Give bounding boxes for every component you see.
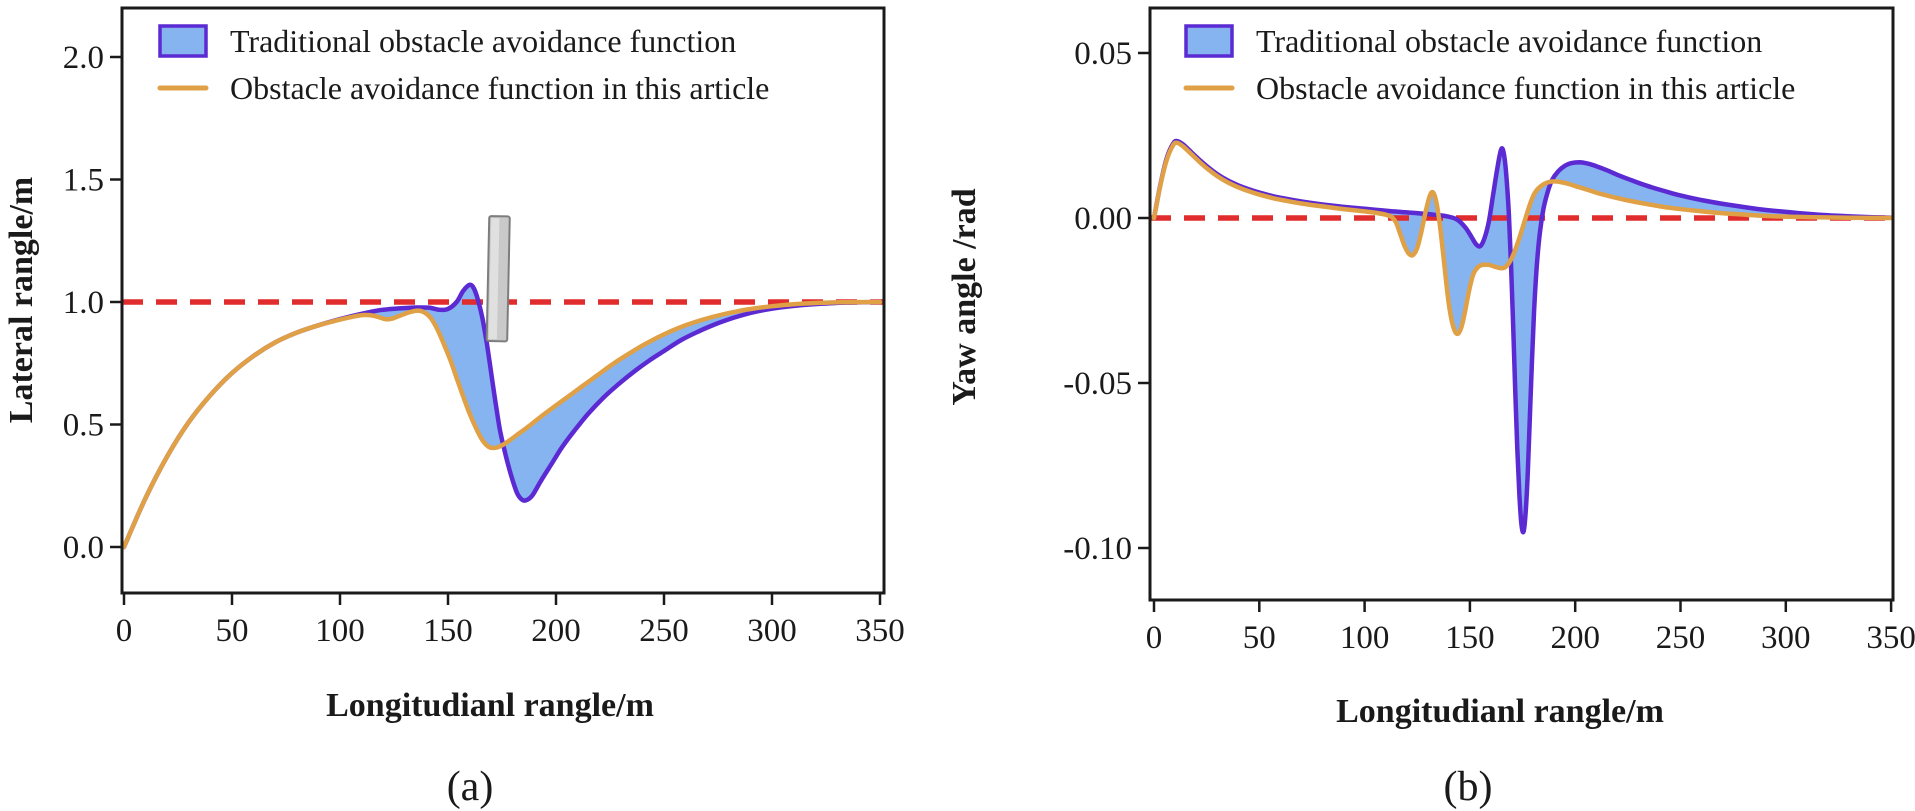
chart-a-x-tick-label: 100 <box>315 613 365 649</box>
chart-a-x-tick-label: 250 <box>639 613 689 649</box>
chart-a: 0 50 100 150 200 250 300 350 2.0 1.5 1.0 0.5 0.0 Long… <box>3 6 905 724</box>
chart-b-x-tick-label: 200 <box>1550 620 1600 656</box>
chart-b-x-axis-title: Longitudianl rangle/m <box>1336 693 1664 730</box>
chart-a-y-tick-label: 2.0 <box>63 40 104 76</box>
chart-a-legend-label-traditional: Traditional obstacle avoidance function <box>230 23 736 59</box>
chart-a-article-curve <box>121 299 883 550</box>
caption-b: (b) <box>1443 764 1493 810</box>
chart-b-legend-swatch-traditional <box>1184 24 1234 58</box>
chart-a-obstacle-marker <box>485 215 511 343</box>
chart-b-legend-label-article: Obstacle avoidance function in this arti… <box>1256 70 1795 106</box>
chart-b-y-tick-label: 0.05 <box>1074 36 1132 72</box>
chart-a-x-tick-label: 50 <box>216 613 249 649</box>
chart-a-y-tick-label: 0.0 <box>63 530 104 566</box>
chart-b-y-tick-label: -0.10 <box>1063 531 1132 567</box>
chart-a-x-tick-label: 300 <box>747 613 797 649</box>
chart-b-legend-label-traditional: Traditional obstacle avoidance function <box>1256 23 1762 59</box>
obstacle-highlight <box>488 218 500 340</box>
chart-b-y-tick-label: 0.00 <box>1074 201 1132 237</box>
chart-b-y-tick-label: -0.05 <box>1063 366 1132 402</box>
chart-a-y-axis-title: Lateral rangle/m <box>3 177 40 423</box>
chart-b-frame <box>1148 6 1895 602</box>
chart-b-x-tick-label: 100 <box>1340 620 1390 656</box>
caption-a: (a) <box>446 764 494 810</box>
chart-a-y-tick-label: 0.5 <box>63 408 104 444</box>
chart-b-x-tick-label: 350 <box>1866 620 1915 656</box>
chart-a-legend-label-article: Obstacle avoidance function in this arti… <box>230 70 769 106</box>
chart-b-article-curve <box>1151 140 1894 337</box>
chart-a-x-tick-label: 350 <box>855 613 905 649</box>
chart-a-x-tick-label: 150 <box>423 613 473 649</box>
chart-a-y-tick-label: 1.0 <box>63 285 104 321</box>
chart-b-x-tick-label: 250 <box>1656 620 1706 656</box>
chart-b-x-tick-label: 0 <box>1146 620 1163 656</box>
chart-b-difference-area <box>1154 141 1892 533</box>
chart-a-x-tick-label: 0 <box>116 613 133 649</box>
chart-b-x-tick-label: 300 <box>1761 620 1811 656</box>
chart-a-x-tick-label: 200 <box>531 613 581 649</box>
chart-b-x-tick-label: 150 <box>1445 620 1495 656</box>
chart-a-legend-swatch-traditional <box>158 24 208 58</box>
chart-b-x-tick-label: 50 <box>1243 620 1276 656</box>
chart-a-frame <box>120 6 886 595</box>
chart-a-x-axis-title: Longitudianl rangle/m <box>326 687 654 724</box>
chart-b: 0 50 100 150 200 250 300 350 0.05 0.00 -0.05 -0.10 L… <box>946 6 1915 730</box>
chart-a-y-tick-label: 1.5 <box>63 163 104 199</box>
chart-b-y-axis-title: Yaw angle /rad <box>946 188 983 405</box>
